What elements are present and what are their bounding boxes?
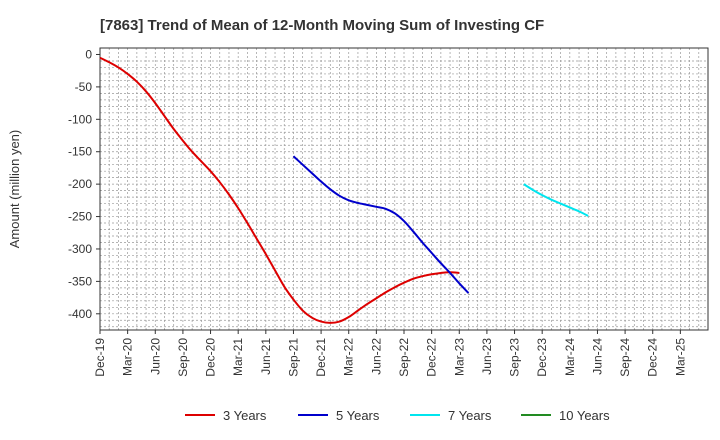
x-tick-label: Sep-24	[618, 338, 632, 377]
x-tick-label: Jun-22	[369, 338, 383, 375]
x-tick-label: Dec-23	[535, 338, 549, 377]
y-tick-label: -200	[68, 177, 92, 191]
x-tick-label: Dec-22	[425, 338, 439, 377]
x-tick-label: Sep-21	[286, 338, 300, 377]
legend-label-10-years: 10 Years	[559, 408, 610, 423]
y-tick-label: -150	[68, 145, 92, 159]
legend-label-5-years: 5 Years	[336, 408, 380, 423]
series-line-3-years	[99, 56, 460, 324]
series-line-7-years	[523, 183, 589, 217]
x-tick-label: Jun-24	[590, 338, 604, 375]
x-tick-label: Dec-20	[204, 338, 218, 377]
chart-title: [7863] Trend of Mean of 12-Month Moving …	[100, 17, 544, 34]
legend-label-3-years: 3 Years	[223, 408, 267, 423]
x-tick-label: Jun-23	[480, 338, 494, 375]
x-tick-label: Mar-22	[342, 338, 356, 376]
x-axis-ticks: Dec-19 Mar-20 Jun-20 Sep-20 Dec-20 Mar-21 Jun-…	[93, 330, 687, 377]
legend-label-7-years: 7 Years	[448, 408, 492, 423]
x-tick-label: Mar-25	[673, 338, 687, 376]
y-tick-label: -250	[68, 210, 92, 224]
x-tick-label: Jun-20	[148, 338, 162, 375]
x-tick-label: Sep-22	[397, 338, 411, 377]
y-tick-label: -100	[68, 112, 92, 126]
series-line-5-years	[292, 155, 470, 294]
y-tick-label: 0	[85, 47, 92, 61]
y-tick-label: -300	[68, 242, 92, 256]
y-tick-label: -400	[68, 307, 92, 321]
x-tick-label: Dec-24	[646, 338, 660, 377]
x-tick-label: Dec-19	[93, 338, 107, 377]
x-tick-label: Mar-21	[231, 338, 245, 376]
x-tick-label: Mar-20	[121, 338, 135, 376]
x-tick-label: Dec-21	[314, 338, 328, 377]
x-tick-label: Sep-20	[176, 338, 190, 377]
y-tick-label: -350	[68, 274, 92, 288]
x-tick-label: Mar-23	[452, 338, 466, 376]
y-tick-label: -50	[75, 80, 93, 94]
x-tick-label: Mar-24	[563, 338, 577, 376]
x-tick-label: Jun-21	[259, 338, 273, 375]
y-axis-label: Amount (million yen)	[7, 130, 22, 249]
y-axis-ticks: 0 -50 -100 -150 -200 -250 -300 -350 -400	[68, 47, 100, 321]
x-tick-label: Sep-23	[508, 338, 522, 377]
series-lines	[99, 56, 589, 324]
chart-legend: 3 Years 5 Years 7 Years 10 Years	[185, 408, 610, 423]
